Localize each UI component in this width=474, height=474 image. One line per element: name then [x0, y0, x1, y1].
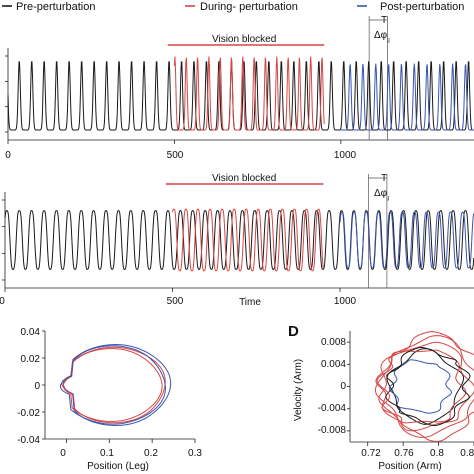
series-during-line: [172, 208, 324, 272]
panel-b-marker-dphi: Δφ: [374, 188, 388, 199]
panel-c-ytick-neg0.02: -0.02: [17, 408, 40, 419]
panel-c-xtick-0.2: 0.2: [144, 448, 158, 459]
phase-loop-post: [388, 359, 453, 414]
panel-c-ytick-0.04: 0.04: [21, 327, 41, 338]
phase-loop-pre: [385, 346, 471, 427]
panel-b-marker-T: T: [381, 173, 387, 184]
panel-b-xlabel-time: Time: [239, 297, 261, 308]
panel-d-ylabel: Velocity (Arm): [293, 359, 304, 421]
phase-shift-bracket: [387, 38, 390, 43]
panel-b-xtick-1000: 1000: [334, 296, 357, 307]
phase-loop-post: [59, 345, 166, 425]
panel-d-xtick-0.84: 0.84: [460, 448, 474, 459]
phase-loop-during: [378, 341, 474, 432]
panel-a-timeseries: Vision blocked 0 500 1000 T Δφ: [5, 15, 474, 161]
phase-shift-bracket: [386, 196, 389, 201]
panel-c-ytick-0.02: 0.02: [21, 354, 41, 365]
panel-c-ytick-0: 0: [34, 381, 40, 392]
panel-c-xtick-0: 0: [60, 448, 66, 459]
series-post-line: [339, 211, 474, 269]
legend-label-during: During- perturbation: [200, 1, 298, 13]
panel-d-ytick-0.004: 0.004: [321, 359, 346, 370]
phase-loop-during: [62, 348, 163, 422]
series-during-line: [173, 56, 325, 131]
panel-d-label: D: [288, 323, 299, 340]
panel-b-xtick-0: 0: [0, 296, 5, 307]
panel-d-xlabel: Position (Arm): [378, 461, 441, 472]
panel-d-ytick-0.008: 0.008: [321, 337, 346, 348]
panel-c-ytick-neg0.04: -0.04: [17, 435, 40, 446]
panel-d-phase-plot: D Velocity (Arm) 0.008 0.004 0 -0.004 -0…: [288, 323, 474, 472]
series-pre-line: [4, 210, 474, 270]
panel-b-xtick-500: 500: [167, 296, 184, 307]
panel-c-xlabel: Position (Leg): [87, 461, 149, 472]
panel-a-vision-blocked-label: Vision blocked: [212, 34, 276, 45]
panel-c-xtick-0.3: 0.3: [188, 448, 202, 459]
panel-d-xtick-0.72: 0.72: [361, 448, 381, 459]
legend: Pre-perturbation During- perturbation Po…: [2, 1, 464, 13]
panel-b-timeseries: Vision blocked 0 500 1000 Time T Δφ: [0, 173, 474, 308]
panel-c-phase-plot: 0.04 0.02 0 -0.02 -0.04 0 0.1 0.2 0.3 Po…: [17, 327, 202, 472]
series-post-line: [340, 63, 474, 131]
panel-b-vision-blocked-label: Vision blocked: [212, 173, 276, 184]
panel-d-ytick-0: 0: [340, 381, 346, 392]
panel-d-xtick-0.76: 0.76: [394, 448, 414, 459]
panel-a-xtick-500: 500: [167, 150, 184, 161]
panel-a-marker-T: T: [381, 15, 387, 26]
phase-loop-during: [61, 346, 166, 424]
legend-label-post: Post-perturbation: [380, 1, 464, 13]
panel-d-ytick-neg0.008: -0.008: [318, 425, 347, 436]
panel-a-xtick-1000: 1000: [334, 150, 357, 161]
legend-label-pre: Pre-perturbation: [16, 1, 96, 13]
panel-d-ytick-neg0.004: -0.004: [318, 403, 347, 414]
panel-a-marker-dphi: Δφ: [374, 30, 388, 41]
series-pre-line: [7, 61, 474, 131]
phase-loop-during: [376, 331, 474, 442]
panel-c-xtick-0.1: 0.1: [100, 448, 114, 459]
panel-d-xtick-0.8: 0.8: [430, 448, 444, 459]
panel-a-xtick-0: 0: [5, 150, 11, 161]
phase-loop-during: [375, 349, 467, 424]
phase-loop-during: [374, 335, 474, 438]
